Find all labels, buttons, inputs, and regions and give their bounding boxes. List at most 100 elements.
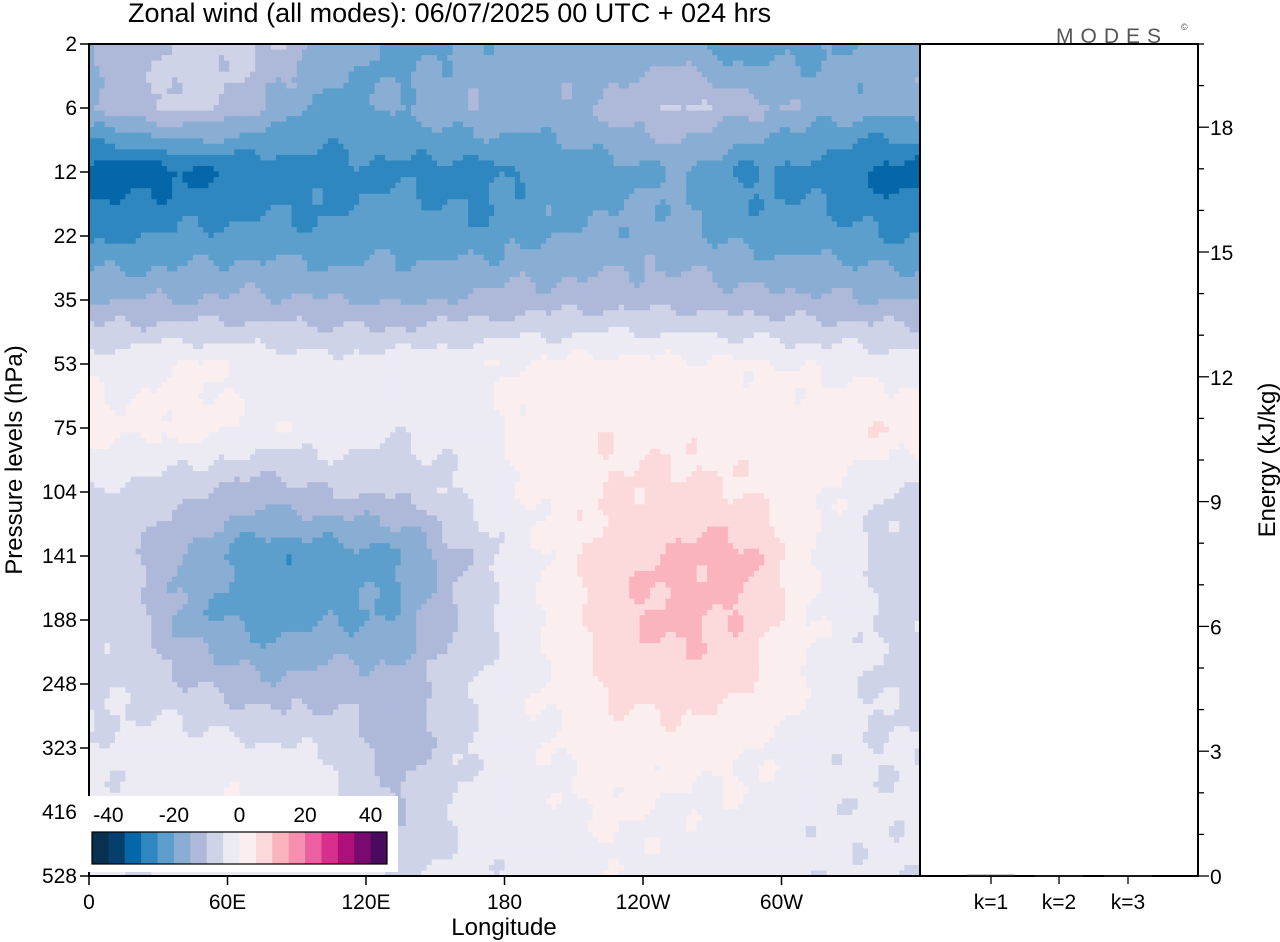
field-cell xyxy=(322,44,329,51)
field-cell xyxy=(608,177,615,184)
field-cell xyxy=(873,204,880,211)
field-cell xyxy=(468,199,474,206)
field-cell xyxy=(369,199,376,206)
field-cell xyxy=(774,60,781,67)
field-cell xyxy=(218,55,225,62)
field-cell xyxy=(634,132,641,139)
field-cell xyxy=(192,55,199,62)
field-cell xyxy=(296,88,303,95)
field-cell xyxy=(649,177,656,184)
field-cell xyxy=(462,82,469,89)
field-cell xyxy=(608,49,615,56)
field-cell xyxy=(675,116,682,123)
field-cell xyxy=(712,138,719,145)
field-cell xyxy=(374,127,381,134)
field-cell xyxy=(244,66,251,73)
field-cell xyxy=(286,55,293,62)
field-cell xyxy=(114,166,121,173)
field-cell xyxy=(436,204,443,211)
field-cell xyxy=(753,199,760,206)
field-cell xyxy=(686,199,693,206)
field-cell xyxy=(862,121,869,128)
field-cell xyxy=(494,60,500,67)
field-cell xyxy=(530,210,537,217)
field-cell xyxy=(566,88,573,95)
field-cell xyxy=(613,149,620,156)
field-cell xyxy=(790,93,796,101)
field-cell xyxy=(338,132,345,139)
field-cell xyxy=(395,116,402,123)
field-cell xyxy=(894,160,900,167)
field-cell xyxy=(608,55,615,62)
field-cell xyxy=(260,60,267,67)
field-cell xyxy=(883,82,890,89)
field-cell xyxy=(634,171,641,178)
field-cell xyxy=(525,105,532,112)
field-cell xyxy=(291,49,298,56)
field-cell xyxy=(914,132,920,139)
field-cell xyxy=(364,193,371,200)
field-cell xyxy=(198,77,204,84)
field-cell xyxy=(192,138,199,145)
field-cell xyxy=(582,204,589,211)
field-cell xyxy=(208,171,215,178)
field-cell xyxy=(831,127,838,134)
field-cell xyxy=(592,93,599,101)
field-cell xyxy=(208,88,215,95)
field-cell xyxy=(187,188,194,195)
field-cell xyxy=(317,182,324,189)
field-cell xyxy=(623,138,630,145)
field-cell xyxy=(686,160,693,167)
field-cell xyxy=(561,121,568,128)
field-cell xyxy=(166,110,173,117)
field-cell xyxy=(904,77,911,84)
field-cell xyxy=(250,177,256,184)
field-cell xyxy=(691,193,698,200)
field-cell xyxy=(675,66,682,73)
field-cell xyxy=(540,88,547,95)
field-cell xyxy=(525,199,532,206)
field-cell xyxy=(135,204,142,211)
field-cell xyxy=(701,166,708,173)
field-cell xyxy=(291,199,298,206)
field-cell xyxy=(738,160,745,167)
field-cell xyxy=(701,55,708,62)
field-cell xyxy=(878,49,885,56)
field-cell xyxy=(868,188,874,195)
field-cell xyxy=(753,204,760,211)
field-cell xyxy=(556,99,563,106)
field-cell xyxy=(701,44,708,51)
field-cell xyxy=(411,121,417,128)
field-cell xyxy=(681,143,687,150)
field-cell xyxy=(218,127,225,134)
field-cell xyxy=(99,121,106,128)
field-cell xyxy=(411,154,417,162)
field-cell xyxy=(94,188,100,195)
field-cell xyxy=(462,60,469,67)
field-cell xyxy=(312,77,319,84)
field-cell xyxy=(374,166,381,173)
field-cell xyxy=(613,88,620,95)
field-cell xyxy=(764,66,770,73)
field-cell xyxy=(244,210,251,217)
field-cell xyxy=(816,88,822,95)
field-cell xyxy=(239,110,246,117)
field-cell xyxy=(244,154,251,162)
field-cell xyxy=(462,66,469,73)
field-cell xyxy=(779,160,786,167)
field-cell xyxy=(478,121,485,128)
field-cell xyxy=(816,149,822,156)
field-cell xyxy=(862,116,869,123)
field-cell xyxy=(499,77,506,84)
field-cell xyxy=(748,160,755,167)
field-cell xyxy=(390,166,397,173)
field-cell xyxy=(198,93,204,101)
field-cell xyxy=(831,160,838,167)
field-cell xyxy=(784,182,791,189)
field-cell xyxy=(608,99,615,106)
field-cell xyxy=(172,138,178,145)
field-cell xyxy=(255,93,261,101)
field-cell xyxy=(712,110,719,117)
field-cell xyxy=(805,160,812,167)
field-cell xyxy=(421,204,428,211)
